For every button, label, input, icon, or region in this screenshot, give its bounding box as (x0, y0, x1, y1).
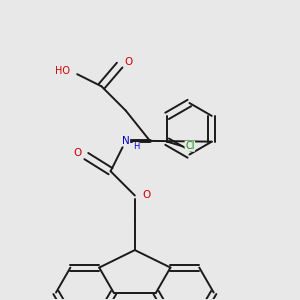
Text: N: N (122, 136, 130, 146)
Text: O: O (124, 57, 133, 67)
Text: Cl: Cl (185, 141, 195, 151)
Text: HO: HO (55, 66, 70, 76)
Text: O: O (142, 190, 151, 200)
Text: O: O (73, 148, 81, 158)
Text: H: H (133, 142, 140, 152)
